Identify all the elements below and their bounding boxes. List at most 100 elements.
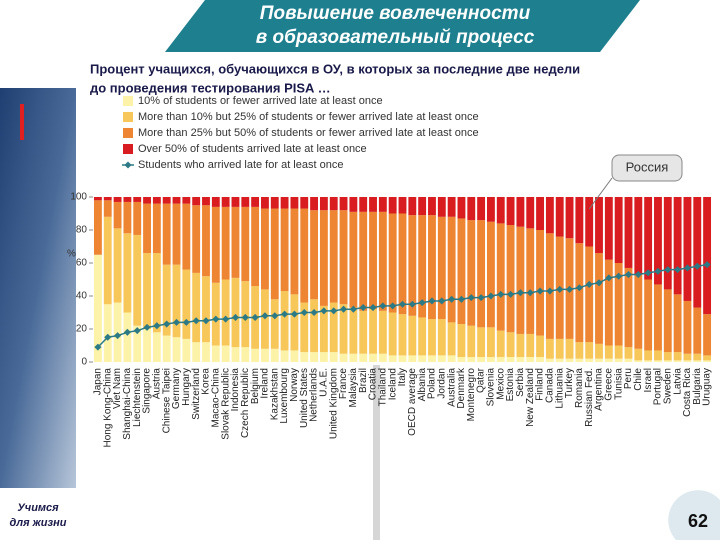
bar-segment <box>703 360 712 362</box>
bar-segment <box>280 208 289 292</box>
bar-segment <box>398 197 407 214</box>
line-marker <box>605 274 613 282</box>
bar-segment <box>369 353 377 362</box>
bar-segment <box>202 276 210 343</box>
line-marker <box>408 300 416 308</box>
bar-segment <box>467 197 476 221</box>
callout-box <box>611 154 683 182</box>
legend-swatch <box>123 144 133 154</box>
bar-segment <box>398 355 407 362</box>
bar-segment <box>683 360 692 362</box>
bar-segment <box>673 360 682 362</box>
bar-segment <box>113 201 122 229</box>
line-marker <box>192 317 200 325</box>
bar-segment <box>585 358 594 362</box>
bar-segment <box>143 329 151 362</box>
line-marker <box>487 292 495 300</box>
bar-segment <box>319 210 328 306</box>
line-marker <box>703 261 711 269</box>
bar-segment <box>182 269 191 339</box>
line-marker <box>320 307 328 315</box>
bar-segment <box>329 197 338 211</box>
bar-segment <box>270 197 279 209</box>
bar-segment <box>447 216 456 323</box>
bar-segment <box>388 213 397 313</box>
bar-segment <box>398 314 407 356</box>
bar-segment <box>359 310 368 354</box>
bar-segment <box>457 197 466 219</box>
line-marker <box>153 322 161 330</box>
bar-segment <box>143 197 151 204</box>
bar-segment <box>536 230 544 336</box>
bar-segment <box>477 357 486 362</box>
x-tick-label: Serbia <box>515 368 526 397</box>
callout-label: Россия <box>626 159 669 174</box>
legend-label: More than 25% but 50% of students or few… <box>138 127 479 139</box>
bar-segment <box>408 315 417 356</box>
x-tick-label: Costa Rica <box>682 368 693 417</box>
bar-segment <box>555 197 564 237</box>
bar-segment <box>152 253 161 333</box>
x-tick-label: Germany <box>171 368 182 409</box>
x-tick-label: Norway <box>289 368 300 402</box>
bar-segment <box>172 337 181 362</box>
x-tick-label: Qatar <box>476 367 487 393</box>
bar-segment <box>103 216 112 305</box>
bar-segment <box>113 228 122 303</box>
bar-segment <box>123 201 132 234</box>
x-tick-label: Thailand <box>377 368 388 406</box>
bar-segment <box>565 197 574 239</box>
x-tick-label: Sweden <box>662 368 673 404</box>
y-axis-label: % <box>67 249 76 260</box>
bar-segment <box>123 197 132 202</box>
bar-segment <box>555 358 564 362</box>
line-marker <box>310 308 318 317</box>
bar-segment <box>693 197 702 308</box>
line-marker <box>497 290 505 298</box>
x-tick-label: Italy <box>397 368 408 386</box>
line-marker <box>231 313 240 321</box>
bar-segment <box>663 197 672 290</box>
x-tick-label: Singapore <box>142 368 153 414</box>
bar-segment <box>585 246 594 343</box>
line-marker <box>674 266 682 274</box>
bar-segment <box>437 216 446 320</box>
x-tick-label: Hong Kong-China <box>102 368 113 448</box>
legend-label: Students who arrived late for at least o… <box>138 159 343 171</box>
x-tick-label: New Zealand <box>525 368 536 427</box>
legend-label: Over 50% of students arrived late at lea… <box>138 143 367 155</box>
line-marker <box>467 294 475 302</box>
x-tick-label: Brazil <box>358 368 369 393</box>
bar-segment <box>221 197 230 207</box>
x-tick-label: Latvia <box>672 368 683 395</box>
bar-segment <box>251 348 260 362</box>
legend-marker <box>124 161 132 169</box>
bar-segment <box>310 299 319 353</box>
bar-segment <box>231 277 240 348</box>
y-tick-label: 40 <box>76 291 88 302</box>
callout-pointer <box>588 177 613 210</box>
bar-segment <box>506 357 515 362</box>
line-marker <box>654 267 662 275</box>
x-tick-label: Viet Nam <box>112 368 123 409</box>
bar-segment <box>349 197 358 212</box>
bar-segment <box>693 307 702 354</box>
scroll-deco <box>373 365 380 540</box>
bar-segment <box>644 350 653 361</box>
bar-segment <box>319 352 328 362</box>
x-tick-label: Albania <box>417 368 428 402</box>
line-marker <box>163 320 171 328</box>
line-marker <box>595 279 603 287</box>
x-tick-label: U.A.E. <box>319 368 330 397</box>
bar-segment <box>221 206 230 280</box>
bar-segment <box>703 355 712 361</box>
x-tick-label: Poland <box>427 368 438 399</box>
bar-segment <box>614 345 623 359</box>
bar-segment <box>585 342 594 359</box>
bar-segment <box>634 360 643 362</box>
bar-segment <box>261 348 269 362</box>
bar-segment <box>467 357 476 362</box>
bar-segment <box>339 304 348 354</box>
bar-segment <box>634 197 643 275</box>
